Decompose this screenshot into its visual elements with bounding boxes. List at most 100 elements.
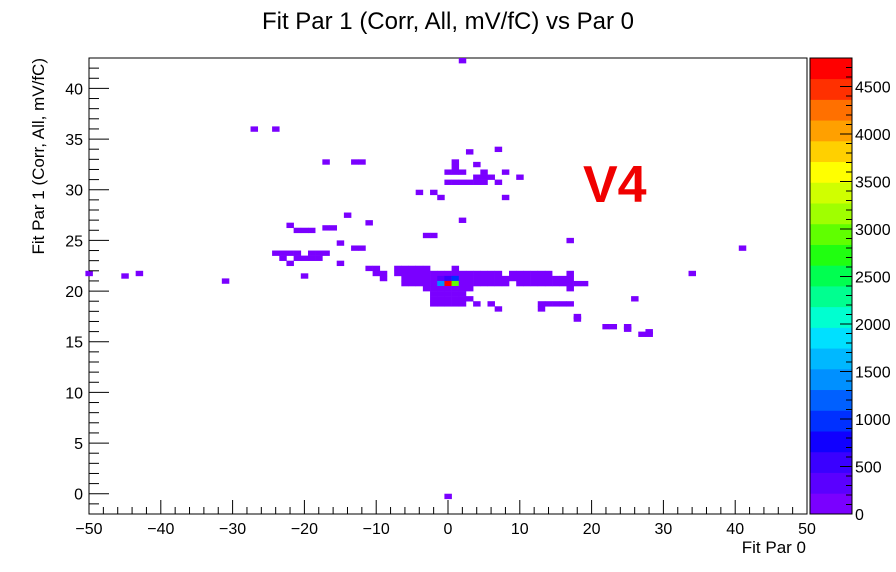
histogram-cell bbox=[494, 270, 503, 277]
histogram-cell bbox=[430, 291, 438, 297]
histogram-cell bbox=[422, 280, 431, 287]
x-tick-label: 20 bbox=[583, 521, 601, 538]
histogram-cell bbox=[552, 301, 560, 307]
histogram-cell bbox=[293, 250, 302, 256]
histogram-cell bbox=[422, 232, 431, 239]
histogram-cell bbox=[329, 225, 338, 231]
histogram-cell bbox=[401, 275, 409, 282]
histogram-cell bbox=[487, 280, 495, 287]
histogram-cell bbox=[221, 278, 230, 284]
histogram-cell bbox=[343, 212, 352, 218]
histogram-cell bbox=[85, 270, 93, 277]
histogram-cell bbox=[451, 169, 460, 175]
histogram-cell bbox=[509, 275, 517, 282]
histogram-cell bbox=[487, 270, 495, 277]
histogram-cell bbox=[322, 250, 330, 256]
histogram-cell bbox=[602, 324, 610, 330]
z-tick-label: 2500 bbox=[855, 270, 891, 287]
color-scale-segment bbox=[810, 410, 852, 432]
z-tick-label: 4500 bbox=[855, 80, 891, 97]
histogram-cell bbox=[430, 296, 438, 302]
histogram-cell bbox=[465, 179, 474, 185]
histogram-cell bbox=[501, 169, 510, 175]
histogram-cell bbox=[645, 329, 653, 335]
histogram-cell bbox=[458, 301, 467, 307]
x-tick-label: −10 bbox=[363, 521, 390, 538]
histogram-cell bbox=[537, 301, 546, 307]
histogram-cell bbox=[458, 296, 467, 302]
histogram-cell bbox=[473, 280, 481, 287]
histogram-cell bbox=[465, 275, 474, 282]
color-scale-segment bbox=[810, 431, 852, 453]
color-scale-segment bbox=[810, 99, 852, 121]
histogram-cell bbox=[451, 280, 460, 287]
histogram-cell bbox=[487, 174, 495, 180]
histogram-cell bbox=[444, 179, 452, 185]
z-tick-label: 3500 bbox=[855, 175, 891, 192]
histogram-cell bbox=[501, 280, 510, 287]
histogram-cell bbox=[580, 280, 589, 287]
color-scale-segment bbox=[810, 140, 852, 163]
histogram-cell bbox=[250, 126, 259, 132]
histogram-cell bbox=[444, 270, 452, 277]
histogram-cell bbox=[451, 291, 460, 297]
histogram-cell bbox=[638, 331, 646, 337]
color-scale-segment bbox=[810, 78, 852, 100]
histogram-cell bbox=[437, 301, 445, 307]
histogram-cell bbox=[372, 265, 381, 272]
histogram-cell bbox=[315, 255, 323, 261]
color-scale-segment bbox=[810, 223, 852, 245]
watermark-v4: V4 bbox=[583, 156, 647, 214]
x-axis-title: Fit Par 0 bbox=[742, 538, 806, 557]
histogram-cell bbox=[566, 280, 574, 287]
histogram-cell bbox=[465, 149, 474, 155]
histogram-cell bbox=[544, 275, 553, 282]
y-tick-label: 5 bbox=[74, 436, 83, 453]
histogram-cell bbox=[473, 174, 481, 180]
histogram-cell bbox=[300, 227, 309, 234]
histogram-cell bbox=[351, 159, 359, 165]
histogram-cell bbox=[401, 280, 409, 287]
histogram-cell bbox=[451, 159, 460, 165]
histogram-cell bbox=[609, 324, 618, 330]
histogram-cell bbox=[516, 174, 524, 180]
histogram-cell bbox=[566, 270, 574, 277]
z-tick-label: 0 bbox=[855, 507, 864, 524]
histogram-cell bbox=[121, 273, 129, 279]
histogram-cell bbox=[631, 296, 639, 302]
histogram-cell bbox=[537, 280, 546, 287]
histogram-cell bbox=[623, 326, 632, 332]
histogram-cell bbox=[473, 270, 481, 277]
histogram-cell bbox=[300, 273, 309, 279]
histogram-cell bbox=[451, 286, 460, 292]
histogram-cell bbox=[307, 250, 316, 256]
histogram-cell bbox=[523, 270, 531, 277]
histogram-cell bbox=[430, 232, 438, 239]
histogram-cell bbox=[444, 301, 452, 307]
histogram-cell bbox=[451, 301, 460, 307]
x-tick-label: 50 bbox=[798, 521, 816, 538]
histogram-cell bbox=[415, 275, 424, 282]
histogram-cell bbox=[365, 265, 373, 272]
histogram-cell bbox=[272, 250, 280, 256]
histogram-cell bbox=[516, 280, 524, 287]
histogram-cell bbox=[430, 270, 438, 277]
color-scale-segment bbox=[810, 203, 852, 225]
histogram-cell bbox=[293, 227, 302, 234]
y-tick-label: 30 bbox=[65, 183, 83, 200]
color-scale-segment bbox=[810, 244, 852, 266]
histogram-cell bbox=[458, 286, 467, 292]
histogram-cell bbox=[408, 280, 416, 287]
histogram-cell bbox=[559, 280, 567, 287]
histogram-cell bbox=[351, 245, 359, 251]
histogram-cell bbox=[408, 270, 416, 277]
histogram-cell bbox=[566, 286, 574, 292]
histogram-cell bbox=[430, 280, 438, 287]
histogram-cell bbox=[465, 286, 474, 292]
color-scale-segment bbox=[810, 182, 852, 204]
y-tick-label: 15 bbox=[65, 335, 83, 352]
histogram-cell bbox=[458, 179, 467, 185]
color-scale-bar: 0 500 1000 1500 2000 2500 3000 3500 4000 4500 bbox=[809, 57, 891, 524]
y-tick-label: 40 bbox=[65, 81, 83, 98]
histogram-cell bbox=[451, 296, 460, 302]
